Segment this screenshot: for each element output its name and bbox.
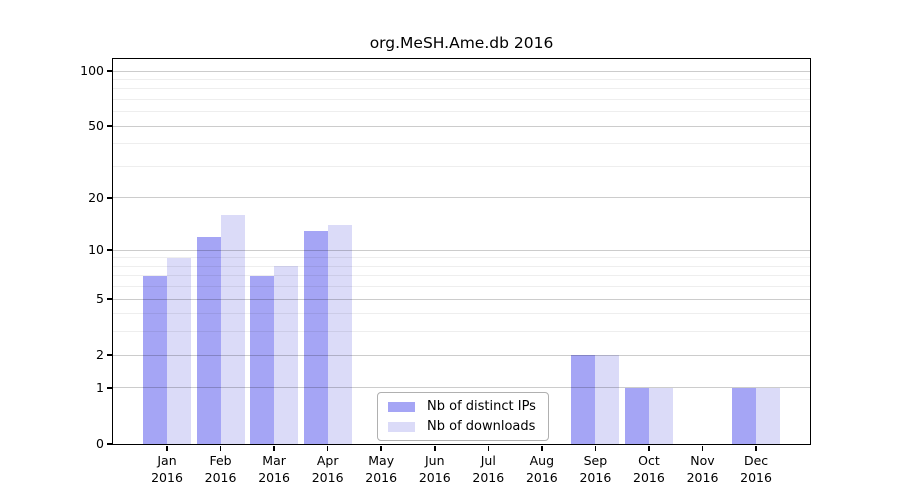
x-tick-mark — [434, 445, 436, 451]
bar — [274, 266, 299, 444]
plot-area: Nb of distinct IPs Nb of downloads 0 1 2 5 1… — [80, 58, 811, 485]
y-tick-mark — [106, 387, 112, 389]
bar — [167, 257, 191, 444]
y-tick-label: 2 — [96, 347, 104, 363]
y-tick-mark — [106, 70, 112, 72]
x-tick-mark — [648, 445, 650, 451]
x-tick-mark — [541, 445, 543, 451]
y-tick-label: 1 — [96, 379, 104, 395]
x-tick-label: Nov 2016 — [686, 453, 719, 485]
major-gridline — [113, 125, 810, 127]
major-gridline — [113, 197, 810, 199]
x-tick-mark — [487, 445, 490, 451]
x-tick-label: May 2016 — [365, 453, 398, 485]
x-tick-label: Oct 2016 — [633, 453, 665, 485]
x-tick-mark — [594, 445, 597, 451]
y-tick-label: 10 — [88, 242, 104, 258]
y-tick-label: 20 — [88, 189, 104, 205]
bar — [595, 355, 620, 444]
legend-item-distinct-ips: Nb of distinct IPs — [388, 399, 536, 414]
x-tick-label: Apr 2016 — [311, 453, 344, 485]
legend-label: Nb of downloads — [427, 419, 536, 434]
bar — [143, 275, 167, 444]
bar — [732, 387, 757, 444]
x-tick-label: Feb 2016 — [204, 453, 237, 485]
x-tick-mark — [380, 445, 382, 451]
x-tick-mark — [219, 445, 222, 451]
y-tick-mark — [106, 298, 112, 300]
x-tick-label: Jan 2016 — [151, 453, 183, 485]
bar — [303, 230, 328, 444]
y-tick-mark — [106, 354, 112, 356]
y-tick-mark — [106, 249, 112, 251]
bar — [648, 387, 673, 444]
y-tick-mark — [106, 125, 112, 127]
major-gridline — [113, 70, 810, 72]
y-tick-label: 5 — [96, 291, 104, 307]
x-tick-label: Mar 2016 — [258, 453, 290, 485]
bar — [327, 225, 352, 444]
legend: Nb of distinct IPs Nb of downloads — [377, 392, 549, 441]
x-tick-mark — [166, 445, 168, 451]
x-tick-mark — [326, 445, 329, 451]
minor-gridline — [113, 78, 810, 80]
bar — [196, 236, 221, 444]
bar — [756, 387, 781, 444]
distinct-ips-swatch — [388, 401, 415, 412]
minor-gridline — [113, 98, 810, 100]
bar — [250, 275, 275, 444]
y-tick-mark — [106, 197, 112, 199]
minor-gridline — [113, 111, 810, 113]
bar — [624, 387, 649, 444]
x-tick-label: Dec 2016 — [740, 453, 772, 485]
bar — [571, 355, 596, 444]
x-tick-label: Jul 2016 — [472, 453, 505, 485]
minor-gridline — [113, 88, 810, 90]
minor-gridline — [113, 143, 810, 145]
x-tick-mark — [273, 445, 275, 451]
minor-gridline — [113, 165, 810, 167]
x-tick-mark — [701, 445, 704, 451]
y-tick-label: 100 — [80, 63, 104, 78]
x-tick-label: Aug 2016 — [525, 453, 558, 485]
downloads-swatch — [388, 421, 415, 432]
x-tick-label: Sep 2016 — [579, 453, 612, 485]
y-tick-mark — [106, 443, 112, 445]
y-tick-label: 0 — [96, 436, 104, 451]
legend-label: Nb of distinct IPs — [427, 399, 536, 414]
bar — [220, 215, 245, 444]
y-tick-label: 50 — [88, 118, 104, 134]
x-tick-mark — [755, 445, 757, 451]
legend-item-downloads: Nb of downloads — [388, 419, 536, 434]
x-tick-label: Jun 2016 — [418, 453, 451, 485]
chart-title: org.MeSH.Ame.db 2016 — [369, 34, 554, 52]
